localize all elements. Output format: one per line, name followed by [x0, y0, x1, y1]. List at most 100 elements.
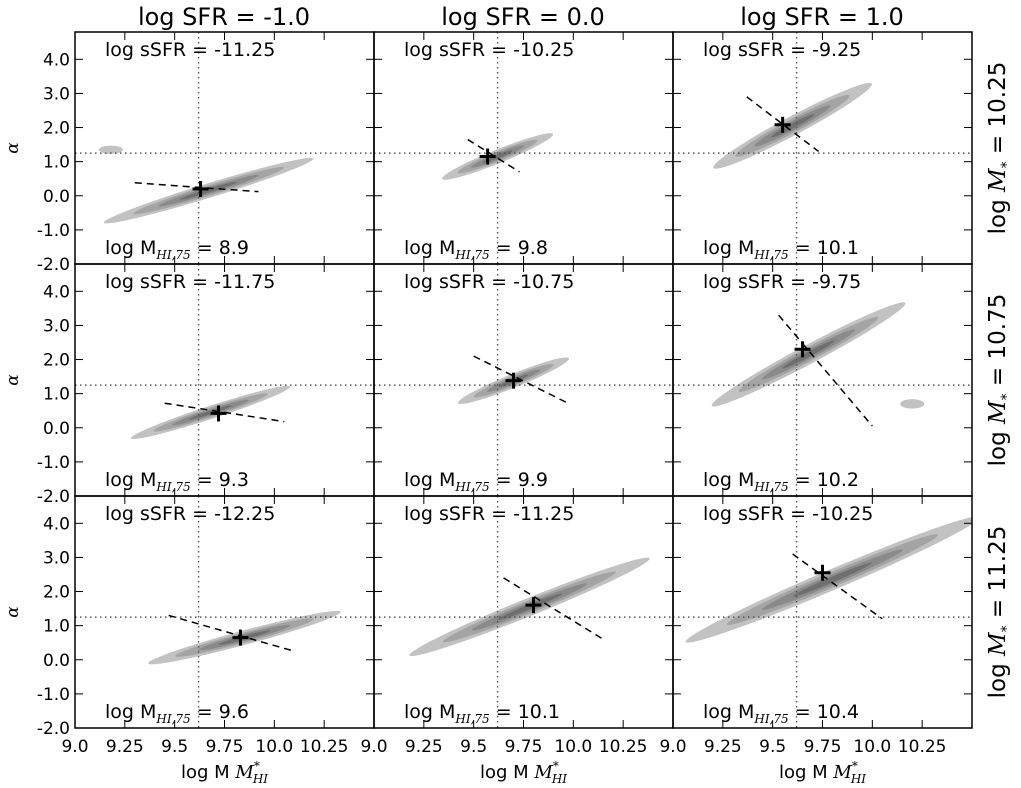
mhi-label-value: = 10.4: [789, 701, 859, 723]
row-label-symbol: M: [985, 399, 1011, 425]
y-tick-label: -2.0: [37, 719, 70, 739]
x-axis-label-subscript: HI: [551, 772, 567, 786]
x-axis-label: log M M* HI: [779, 759, 866, 786]
x-axis-label-superscript: *: [852, 759, 858, 773]
x-tick-label: 9.0: [360, 737, 387, 757]
y-tick-label: 0.0: [43, 651, 70, 671]
mhi-label-value: = 9.6: [191, 701, 249, 723]
panel-frame: [672, 263, 973, 497]
mhi-label-prefix: log M: [404, 701, 455, 723]
x-axis-label-text: log M: [480, 762, 534, 783]
x-axis-label-subscript: HI: [252, 772, 268, 786]
y-axis-label: α: [3, 606, 23, 618]
row-label-value: = 10.25: [985, 62, 1011, 162]
x-tick-label: 10.0: [255, 737, 293, 757]
panel-8: log sSFR = -11.25 log MHI,75 = 10.1: [373, 495, 674, 729]
mhi-label-prefix: log M: [105, 469, 156, 491]
y-tick-label: 4.0: [43, 50, 70, 70]
mhi-label-value: = 10.1: [789, 237, 859, 259]
mhi-label-subscript: HI,75: [753, 480, 788, 494]
y-tick-label: 0.0: [43, 419, 70, 439]
panel-ssfr-label: log sSFR = -9.25: [703, 39, 861, 61]
mhi-label-value: = 9.8: [490, 237, 548, 259]
contour-level-4: [180, 181, 237, 200]
y-tick-label: 3.0: [43, 548, 70, 568]
y-tick-label: 3.0: [43, 84, 70, 104]
y-tick-label: -1.0: [37, 453, 70, 473]
mhi-label-subscript: HI,75: [454, 712, 489, 726]
panel-6: log sSFR = -9.75 log MHI,75 = 10.2: [672, 263, 973, 497]
row-label-value: = 10.75: [985, 294, 1011, 394]
panel-plot-area: [374, 32, 673, 264]
panel-ssfr-label: log sSFR = -11.25: [105, 39, 275, 61]
x-tick-label: 9.5: [460, 737, 487, 757]
y-tick-label: -2.0: [37, 255, 70, 275]
x-axis-label-subscript: HI: [850, 772, 866, 786]
panel-7: log sSFR = -12.25 log MHI,75 = 9.6: [74, 495, 375, 729]
x-tick-label: 10.25: [599, 737, 648, 757]
fit-line: [746, 96, 819, 153]
x-axis-label-text: log M: [779, 762, 833, 783]
panel-mhi-label: log MHI,75 = 10.1: [404, 701, 560, 726]
mhi-label-value: = 8.9: [191, 237, 249, 259]
x-axis-label-superscript: *: [254, 759, 260, 773]
x-axis-label: log M M* HI: [480, 759, 567, 786]
panel-ssfr-label: log sSFR = -10.75: [404, 271, 574, 293]
y-tick-label: 2.0: [43, 119, 70, 139]
contour-satellite: [900, 399, 925, 409]
mhi-label-subscript: HI,75: [753, 248, 788, 262]
column-title-3: log SFR = 1.0: [740, 3, 903, 31]
mhi-label-subscript: HI,75: [753, 712, 788, 726]
y-axis-label: α: [3, 142, 23, 154]
mhi-label-value: = 10.2: [789, 469, 859, 491]
panel-plot-area: [374, 264, 673, 496]
x-tick-label: 9.25: [405, 737, 443, 757]
y-tick-label: 4.0: [43, 514, 70, 534]
fit-line: [134, 182, 259, 193]
row-label-subscript: *: [999, 161, 1015, 168]
row-label-prefix: log: [985, 192, 1011, 234]
panel-plot-area: [75, 32, 374, 264]
y-tick-label: -1.0: [37, 221, 70, 241]
x-axis-label-symbol: M: [832, 762, 852, 783]
x-tick-label: 10.0: [554, 737, 592, 757]
panel-frame: [74, 263, 375, 497]
y-tick-label: 1.0: [43, 617, 70, 637]
y-tick-label: 1.0: [43, 153, 70, 173]
x-tick-label: 10.25: [300, 737, 349, 757]
mhi-label-subscript: HI,75: [454, 248, 489, 262]
contour-satellite: [98, 145, 123, 154]
fit-line: [792, 553, 883, 620]
panel-ssfr-label: log sSFR = -12.25: [105, 503, 275, 525]
x-tick-label: 9.75: [206, 737, 244, 757]
y-tick-label: -2.0: [37, 487, 70, 507]
x-tick-label: 9.5: [161, 737, 188, 757]
y-axis-label: α: [3, 374, 23, 386]
panel-ssfr-label: log sSFR = -9.75: [703, 271, 861, 293]
panel-1: log sSFR = -11.25 log MHI,75 = 8.9: [74, 31, 375, 265]
mhi-label-prefix: log M: [404, 237, 455, 259]
mhi-label-prefix: log M: [703, 701, 754, 723]
panel-mhi-label: log MHI,75 = 10.4: [703, 701, 859, 726]
x-tick-label: 9.5: [759, 737, 786, 757]
column-title-2: log SFR = 0.0: [441, 3, 604, 31]
mhi-label-subscript: HI,75: [155, 480, 190, 494]
y-tick-label: 2.0: [43, 583, 70, 603]
labels-layer: log SFR = -1.0 log SFR = 0.0 log SFR = 1…: [3, 3, 1015, 786]
panel-mhi-label: log MHI,75 = 9.9: [404, 469, 548, 494]
column-title-1: log SFR = -1.0: [138, 3, 310, 31]
panel-9: log sSFR = -10.25 log MHI,75 = 10.4: [672, 495, 973, 729]
panel-plot-area: [75, 264, 374, 496]
fit-line: [168, 614, 295, 652]
mhi-label-subscript: HI,75: [155, 712, 190, 726]
contour-level-4: [497, 593, 562, 621]
panel-frame: [672, 31, 973, 265]
row-label-value: = 11.25: [985, 526, 1011, 626]
panel-plot-area: [374, 496, 673, 728]
y-tick-label: 1.0: [43, 385, 70, 405]
contour-level-4: [792, 562, 873, 597]
panel-mhi-label: log MHI,75 = 9.8: [404, 237, 548, 262]
x-tick-label: 9.75: [505, 737, 543, 757]
panel-ssfr-label: log sSFR = -10.25: [703, 503, 873, 525]
